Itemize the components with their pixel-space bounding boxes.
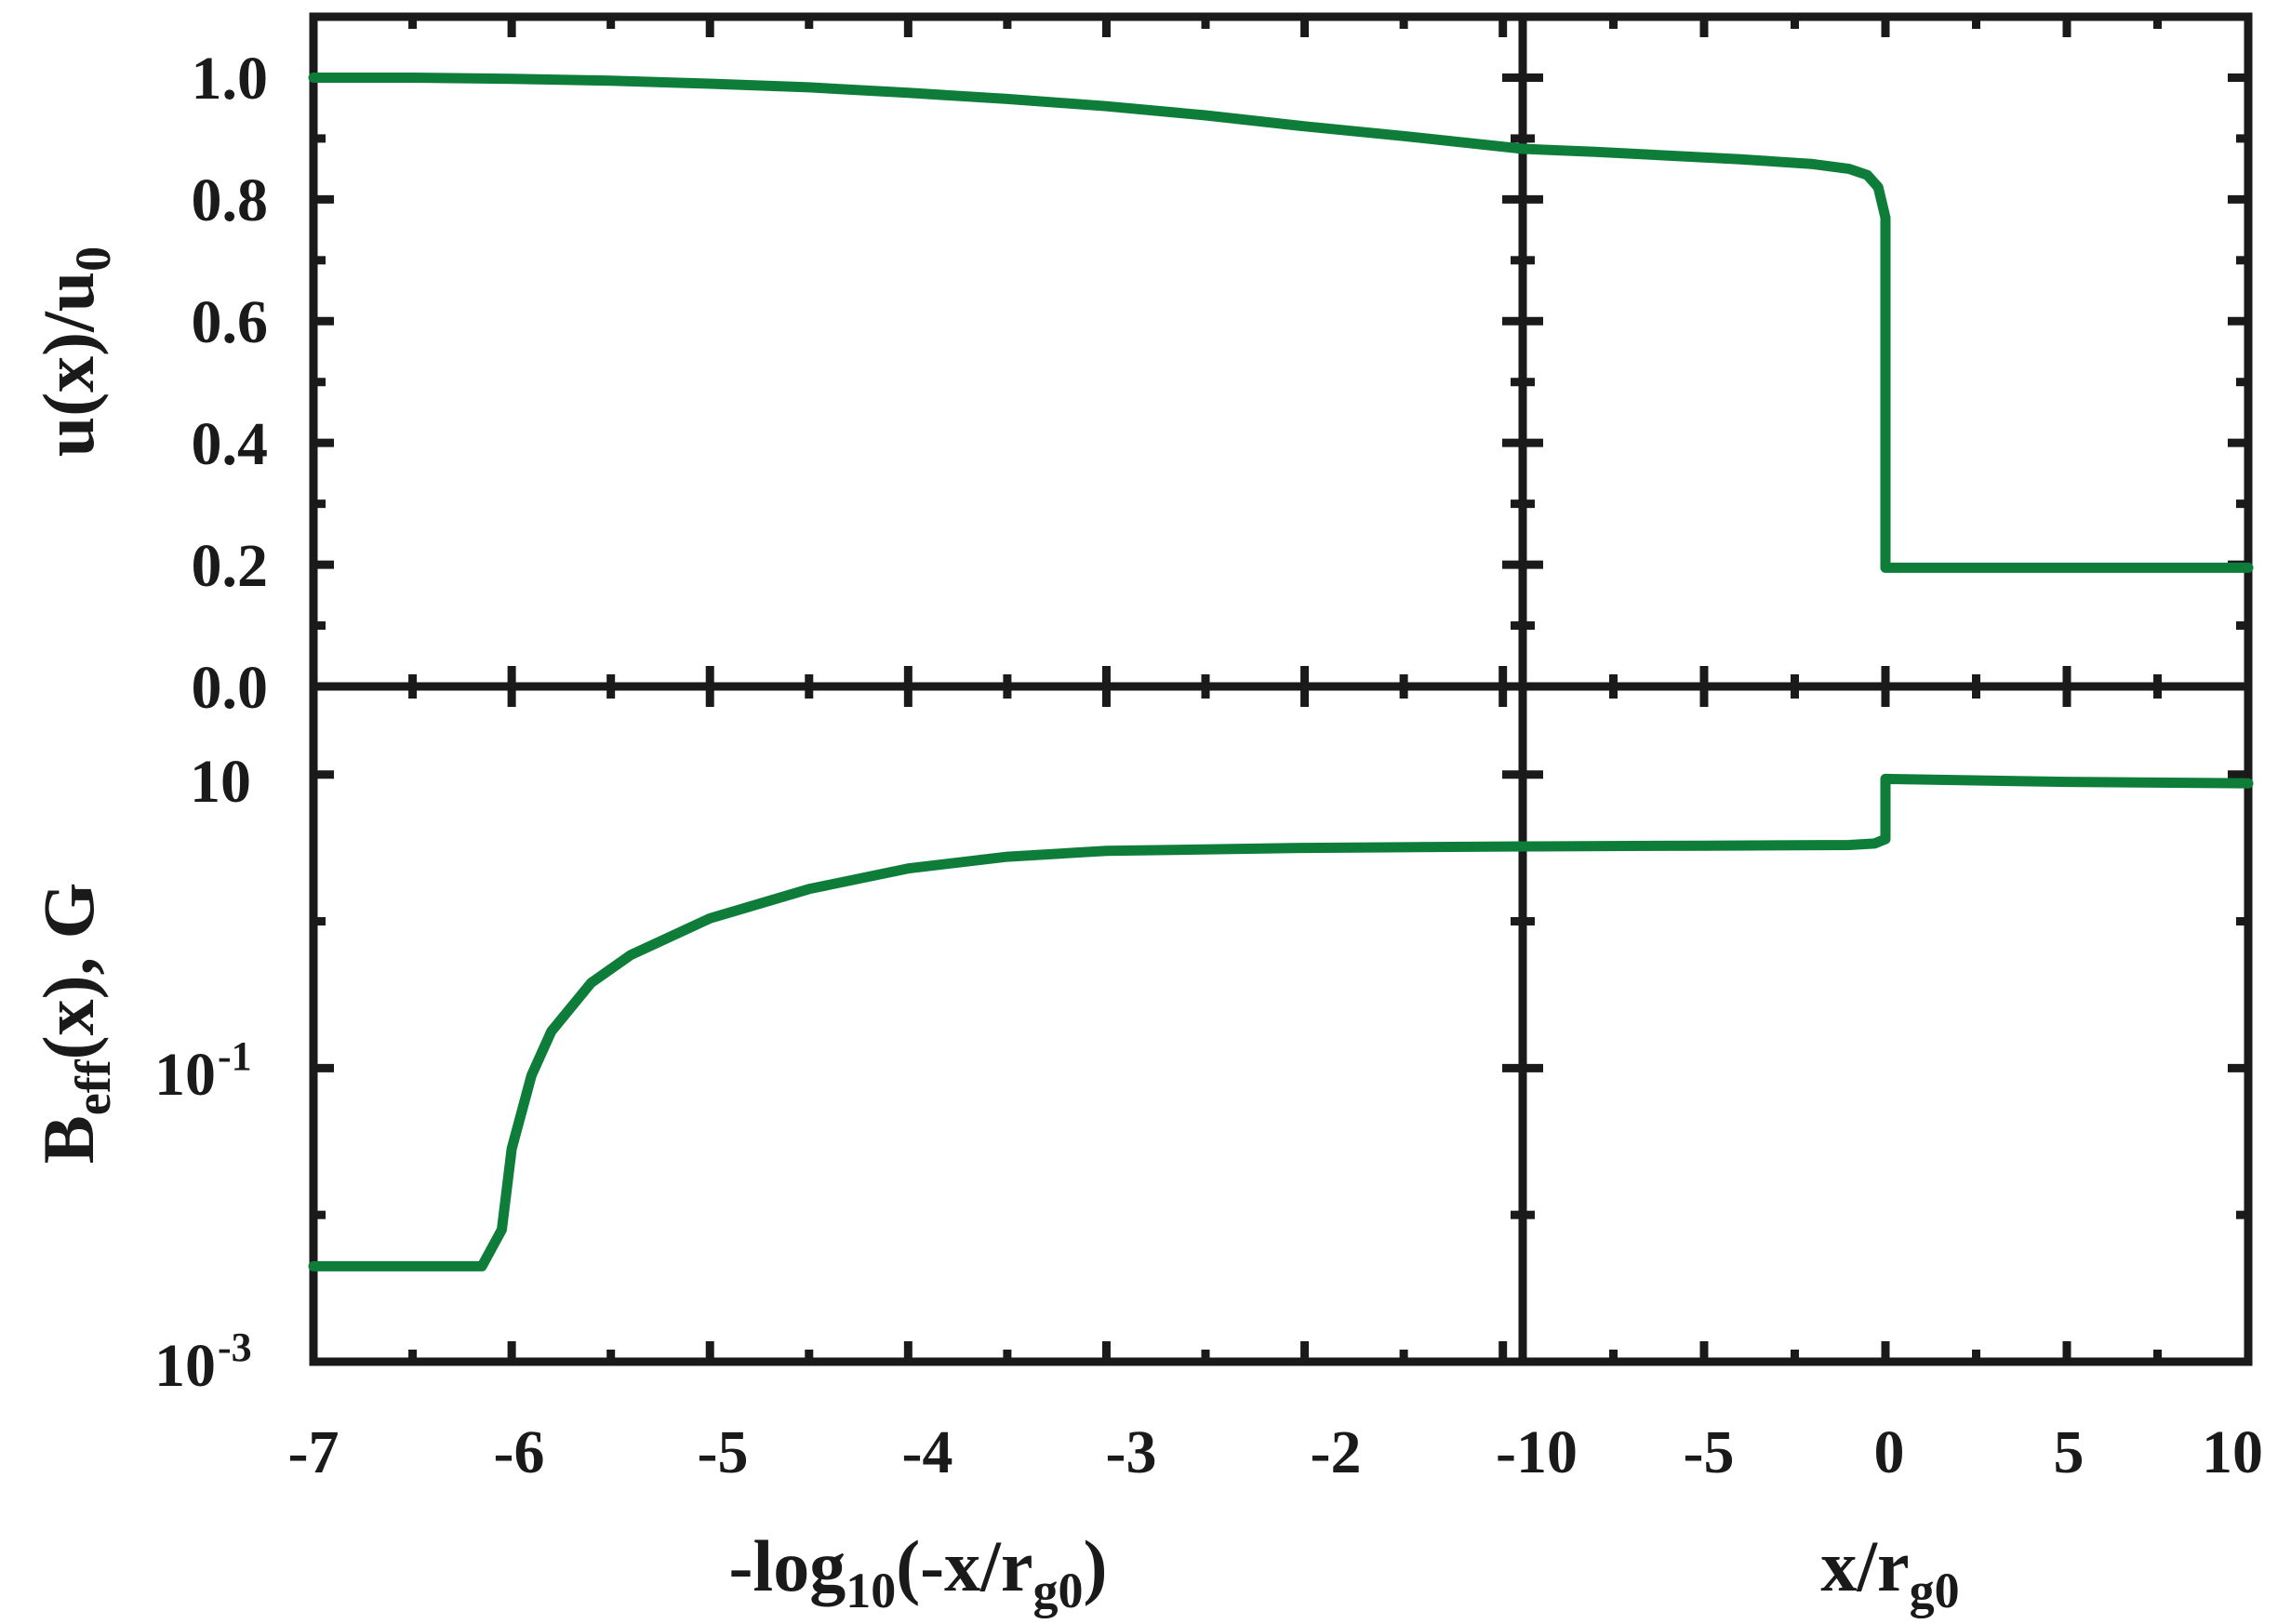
x-axis-title-left: -log10(-x/rg0): [729, 1525, 1108, 1618]
y-tick-base-10e-3: 10: [154, 1332, 216, 1400]
x-tick-label-left-1: -6: [494, 1418, 545, 1486]
x-axis-title-left-sub2: g0: [1032, 1563, 1083, 1618]
series-line-top-left: [308, 73, 1528, 154]
series-line-top-right: [1517, 143, 2254, 573]
x-tick-label-left-5: -2: [1311, 1418, 1362, 1486]
x-axis-title-left-part2: (-x/r: [896, 1525, 1032, 1606]
y-tick-label-10e-3: 10: [154, 1332, 216, 1400]
y-tick-label-0.6: 0.6: [192, 288, 269, 356]
x-axis-title-left-part3: ): [1083, 1525, 1107, 1606]
series-line-bottom-right: [1517, 773, 2254, 852]
x-axis-title-right-part1: x/r: [1820, 1525, 1909, 1606]
y-tick-exp-10e-3: -3: [218, 1324, 252, 1370]
y-tick-label-10: 10: [190, 748, 251, 816]
y-axis-title-bottom-main: B: [28, 1115, 109, 1164]
y-tick-exp-10e-1: -1: [218, 1033, 252, 1079]
x-axis-title-right-sub: g0: [1910, 1563, 1960, 1618]
series-line-bottom-left: [308, 841, 1528, 1271]
y-tick-label-0.4: 0.4: [192, 410, 269, 478]
y-axis-title-top-main: u(x)/u: [28, 272, 109, 457]
y-tick-label-0.0: 0.0: [192, 654, 269, 722]
x-axis-title-right: x/rg0: [1820, 1525, 1959, 1618]
y-axis-title-bottom-rest: (x), G: [28, 883, 109, 1060]
tick-marks: [309, 17, 2253, 1366]
y-tick-label-0.8: 0.8: [192, 166, 269, 234]
y-tick-base-10: 10: [190, 748, 251, 816]
y-tick-label-0.2: 0.2: [192, 532, 269, 600]
panel-frame-bottom-left: [309, 682, 1527, 1366]
x-tick-label-left-0: -7: [288, 1418, 340, 1486]
y-tick-label-10e-1: 10: [154, 1041, 216, 1109]
y-tick-label-1.0: 1.0: [192, 45, 269, 113]
x-tick-label-right-4: 10: [2202, 1418, 2263, 1486]
y-axis-title-top: u(x)/u0: [28, 246, 121, 457]
x-tick-label-left-4: -3: [1106, 1418, 1157, 1486]
x-tick-label-right-1: -5: [1684, 1418, 1735, 1486]
x-tick-label-right-3: 5: [2054, 1418, 2085, 1486]
y-axis-title-top-sub: 0: [65, 246, 121, 272]
x-tick-label-left-2: -5: [698, 1418, 749, 1486]
y-tick-base-10e-1: 10: [154, 1041, 216, 1109]
y-axis-title-bottom: Beff(x), G: [28, 883, 121, 1165]
x-axis-title-left-sub1: 10: [846, 1563, 896, 1618]
panel-frame-top-left: [309, 12, 1527, 691]
y-axis-title-bottom-sub: eff: [65, 1058, 121, 1115]
x-tick-label-right-2: 0: [1874, 1418, 1905, 1486]
data-curves: [308, 73, 2254, 1271]
x-axis-title-left-part1: -log: [729, 1525, 846, 1606]
x-tick-label-left-3: -4: [902, 1418, 953, 1486]
x-tick-label-right-0: -10: [1496, 1418, 1578, 1486]
